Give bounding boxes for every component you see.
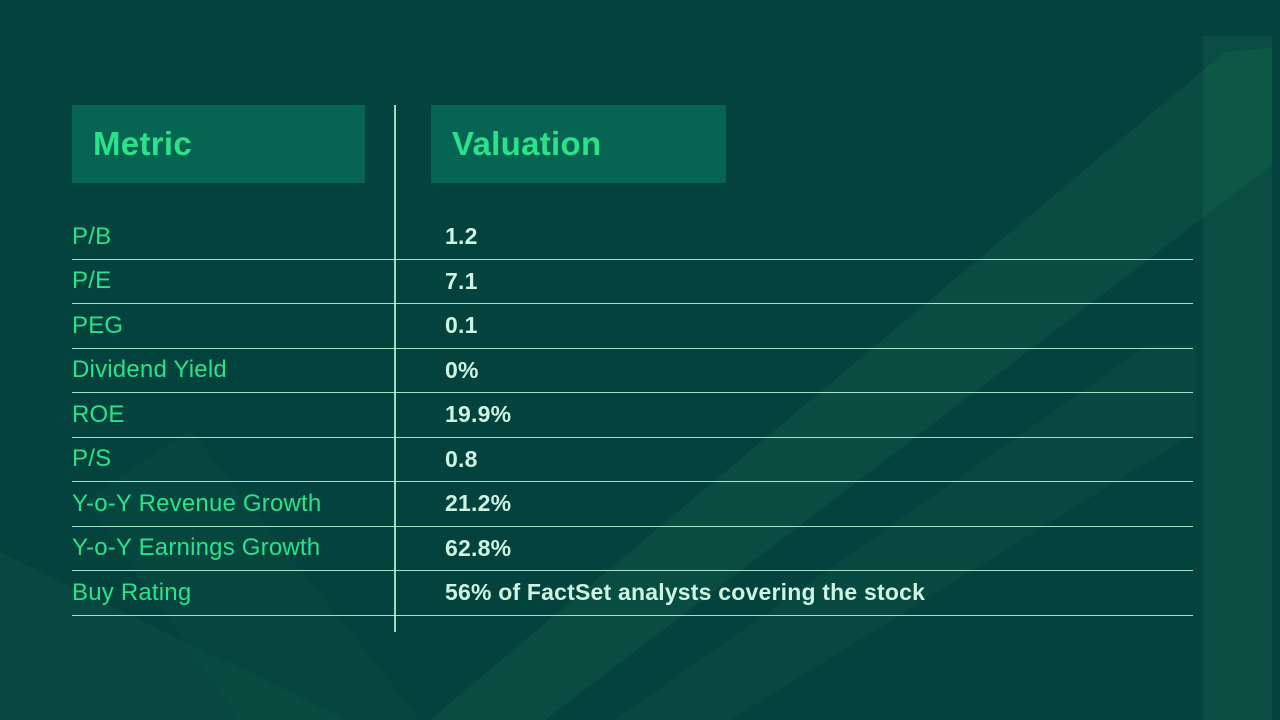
metric-label: Dividend Yield	[72, 356, 227, 384]
header-cell-valuation: Valuation	[431, 105, 726, 183]
table-row-pb: P/B 1.2	[72, 215, 1193, 260]
table-header-row: Metric Valuation	[72, 105, 1193, 183]
table-body: P/B 1.2 P/E 7.1 PEG 0.1 Dividend Yield 0…	[72, 215, 1193, 616]
table-row-roe: ROE 19.9%	[72, 393, 1193, 438]
metric-value: 19.9%	[445, 401, 512, 428]
metric-value: 62.8%	[445, 534, 512, 561]
metric-label: P/B	[72, 222, 112, 250]
metric-value: 1.2	[445, 223, 478, 250]
table-row-yoy-earnings-growth: Y-o-Y Earnings Growth 62.8%	[72, 527, 1193, 571]
metric-label: P/S	[72, 445, 112, 473]
table-row-buy-rating: Buy Rating 56% of FactSet analysts cover…	[72, 571, 1193, 616]
table-row-yoy-revenue-growth: Y-o-Y Revenue Growth 21.2%	[72, 482, 1193, 527]
metric-value: 56% of FactSet analysts covering the sto…	[445, 579, 926, 606]
metric-label: Buy Rating	[72, 578, 192, 606]
metrics-table: Metric Valuation P/B 1.2 P/E 7.1 PEG 0.1…	[72, 105, 1193, 632]
table-row-pe: P/E 7.1	[72, 260, 1193, 304]
metric-value: 7.1	[445, 267, 478, 294]
metric-value: 0.8	[445, 445, 478, 472]
header-cell-metric: Metric	[72, 105, 365, 183]
table-row-dividend-yield: Dividend Yield 0%	[72, 349, 1193, 393]
table-row-ps: P/S 0.8	[72, 438, 1193, 482]
table-row-peg: PEG 0.1	[72, 304, 1193, 349]
metric-label: Y-o-Y Revenue Growth	[72, 489, 322, 517]
metric-value: 0%	[445, 356, 479, 383]
metric-label: Y-o-Y Earnings Growth	[72, 534, 321, 562]
metric-label: P/E	[72, 267, 112, 295]
column-divider-line	[394, 105, 396, 632]
metric-value: 0.1	[445, 312, 478, 339]
metric-label: ROE	[72, 400, 125, 428]
metric-value: 21.2%	[445, 490, 512, 517]
metric-label: PEG	[72, 311, 124, 339]
